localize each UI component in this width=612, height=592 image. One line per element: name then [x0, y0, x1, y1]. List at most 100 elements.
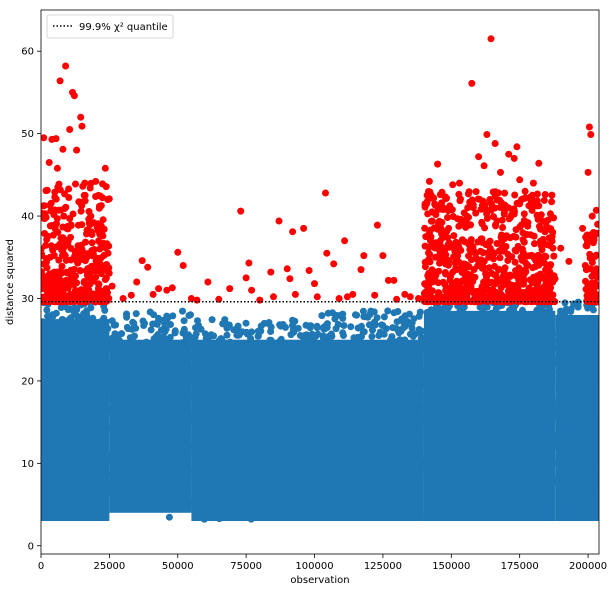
data-point — [382, 356, 390, 364]
data-point — [47, 242, 55, 250]
data-point — [388, 405, 396, 413]
data-point — [304, 442, 312, 449]
data-point — [390, 443, 398, 450]
data-point — [329, 419, 337, 427]
data-point — [538, 448, 546, 456]
data-point — [289, 326, 297, 334]
data-point — [223, 418, 231, 425]
data-point — [222, 456, 230, 464]
data-point — [577, 314, 585, 322]
data-point — [157, 384, 165, 392]
data-point — [328, 332, 336, 340]
data-point — [87, 295, 95, 303]
data-point — [152, 341, 160, 349]
data-point — [107, 479, 115, 487]
data-point — [44, 232, 52, 240]
data-point — [563, 352, 571, 360]
y-tick-label: 30 — [21, 294, 34, 305]
data-point — [407, 390, 415, 398]
data-point — [181, 475, 189, 482]
data-point — [518, 256, 526, 264]
data-point — [510, 154, 518, 162]
data-point — [85, 455, 93, 462]
data-point — [432, 379, 440, 387]
data-point — [74, 488, 82, 496]
data-point — [92, 371, 100, 379]
data-point — [437, 353, 445, 361]
data-point — [491, 271, 499, 279]
data-point — [491, 262, 498, 270]
data-point — [417, 366, 425, 374]
data-point — [575, 431, 582, 439]
data-point — [257, 451, 265, 458]
data-point — [42, 481, 50, 489]
data-point — [445, 224, 453, 232]
data-point — [242, 319, 250, 327]
data-point — [415, 449, 423, 457]
data-point — [65, 321, 73, 329]
data-point — [512, 226, 520, 234]
data-point — [357, 266, 365, 274]
data-point — [348, 368, 356, 376]
data-point — [41, 276, 46, 284]
data-point — [534, 322, 542, 330]
data-point — [482, 393, 490, 400]
y-axis-title: distance squared — [5, 239, 16, 325]
data-point — [271, 376, 279, 384]
data-point — [444, 345, 452, 353]
data-point — [405, 361, 413, 369]
data-point — [283, 265, 291, 273]
data-point — [265, 423, 273, 431]
data-point — [423, 382, 431, 390]
data-point — [298, 486, 305, 494]
data-point — [194, 317, 201, 325]
y-tick-label: 20 — [21, 376, 34, 387]
data-point — [552, 356, 560, 364]
data-point — [315, 437, 323, 444]
data-point — [83, 379, 91, 386]
data-point — [311, 475, 319, 483]
data-point — [430, 224, 438, 232]
data-point — [519, 323, 527, 331]
data-point — [74, 221, 82, 229]
data-point — [335, 465, 343, 473]
data-point — [412, 353, 420, 361]
data-point — [340, 322, 348, 329]
data-point — [510, 232, 518, 240]
data-point — [184, 355, 192, 362]
data-point — [184, 451, 192, 458]
data-point — [549, 244, 557, 252]
data-point — [496, 254, 504, 262]
data-point — [467, 390, 475, 398]
data-point — [307, 363, 315, 371]
data-point — [99, 216, 107, 224]
data-point — [189, 442, 197, 450]
data-point — [464, 315, 472, 323]
data-point — [370, 438, 378, 446]
data-point — [95, 457, 103, 465]
data-point — [160, 368, 168, 376]
data-point — [418, 334, 426, 342]
data-point — [149, 505, 157, 513]
data-point — [241, 349, 249, 357]
data-point — [399, 318, 407, 326]
data-point — [138, 257, 146, 265]
data-point — [346, 409, 354, 417]
data-point — [341, 237, 349, 245]
data-point — [322, 324, 330, 332]
data-point — [188, 499, 196, 507]
data-point — [525, 326, 533, 333]
data-point — [442, 195, 450, 203]
data-point — [185, 342, 193, 350]
data-point — [459, 402, 467, 410]
data-point — [306, 429, 314, 437]
data-point — [41, 297, 47, 305]
data-point — [59, 251, 66, 259]
data-point — [370, 405, 378, 413]
data-point — [544, 216, 552, 224]
data-point — [527, 462, 535, 470]
data-point — [434, 410, 441, 418]
data-point — [466, 371, 474, 379]
data-point — [398, 492, 406, 500]
data-point — [428, 274, 436, 282]
